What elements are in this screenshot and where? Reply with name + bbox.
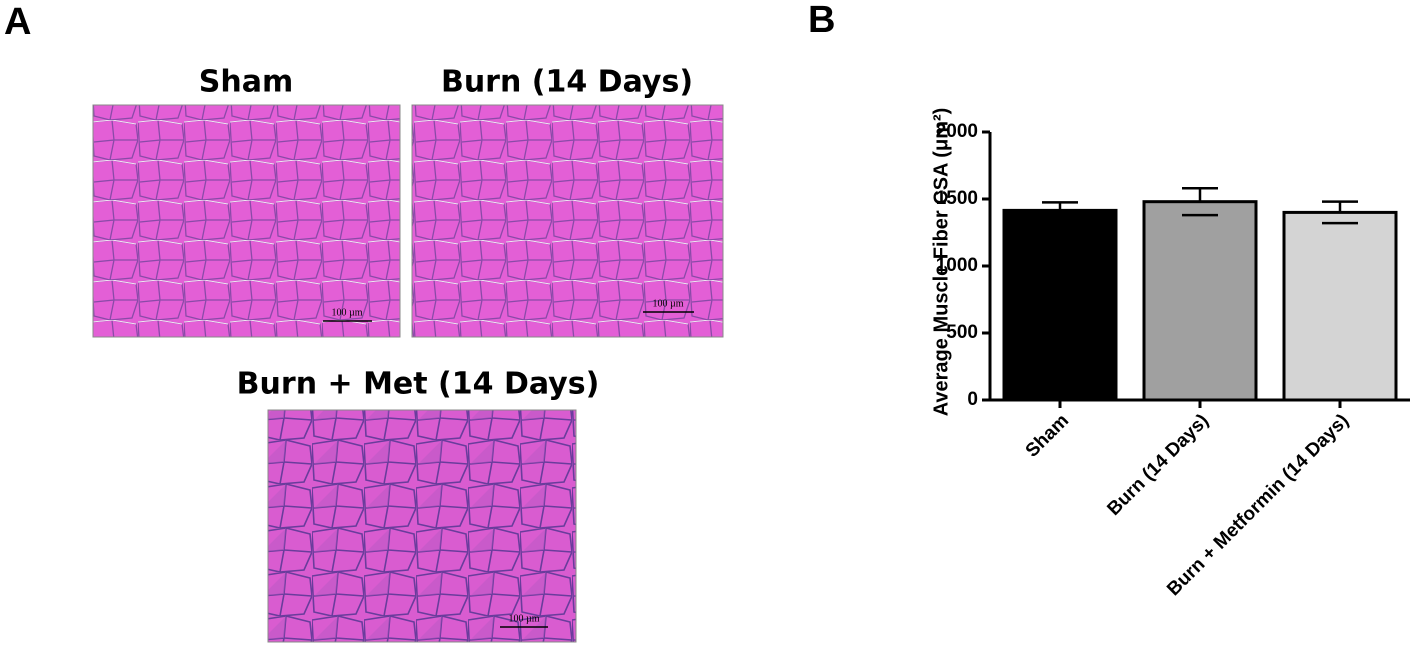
histology-image [92, 104, 401, 338]
image-title: Burn + Met (14 Days) [237, 367, 600, 402]
histology-image [267, 409, 577, 643]
x-tick-label: Burn (14 Days) [1103, 410, 1213, 520]
scale-label: 100 µm [508, 613, 539, 624]
bar [1002, 208, 1118, 402]
histology-image [411, 104, 724, 338]
scale-label: 100 µm [652, 298, 683, 309]
image-title: Burn (14 Days) [441, 65, 693, 100]
panel-label: A [4, 1, 31, 43]
y-tick-label: 500 [946, 322, 978, 343]
bar [1282, 210, 1398, 402]
y-tick-label: 2000 [936, 121, 978, 142]
x-tick-label: Sham [1022, 410, 1073, 461]
bar [1142, 200, 1258, 402]
panel-label: B [808, 0, 835, 41]
scale-label: 100 µm [331, 307, 362, 318]
y-tick-label: 1000 [936, 255, 978, 276]
y-tick-label: 1500 [936, 188, 978, 209]
image-title: Sham [199, 65, 293, 100]
y-axis-title: Average Muscle Fiber CSA (μm²) [930, 108, 952, 417]
y-tick-label: 0 [967, 389, 978, 410]
